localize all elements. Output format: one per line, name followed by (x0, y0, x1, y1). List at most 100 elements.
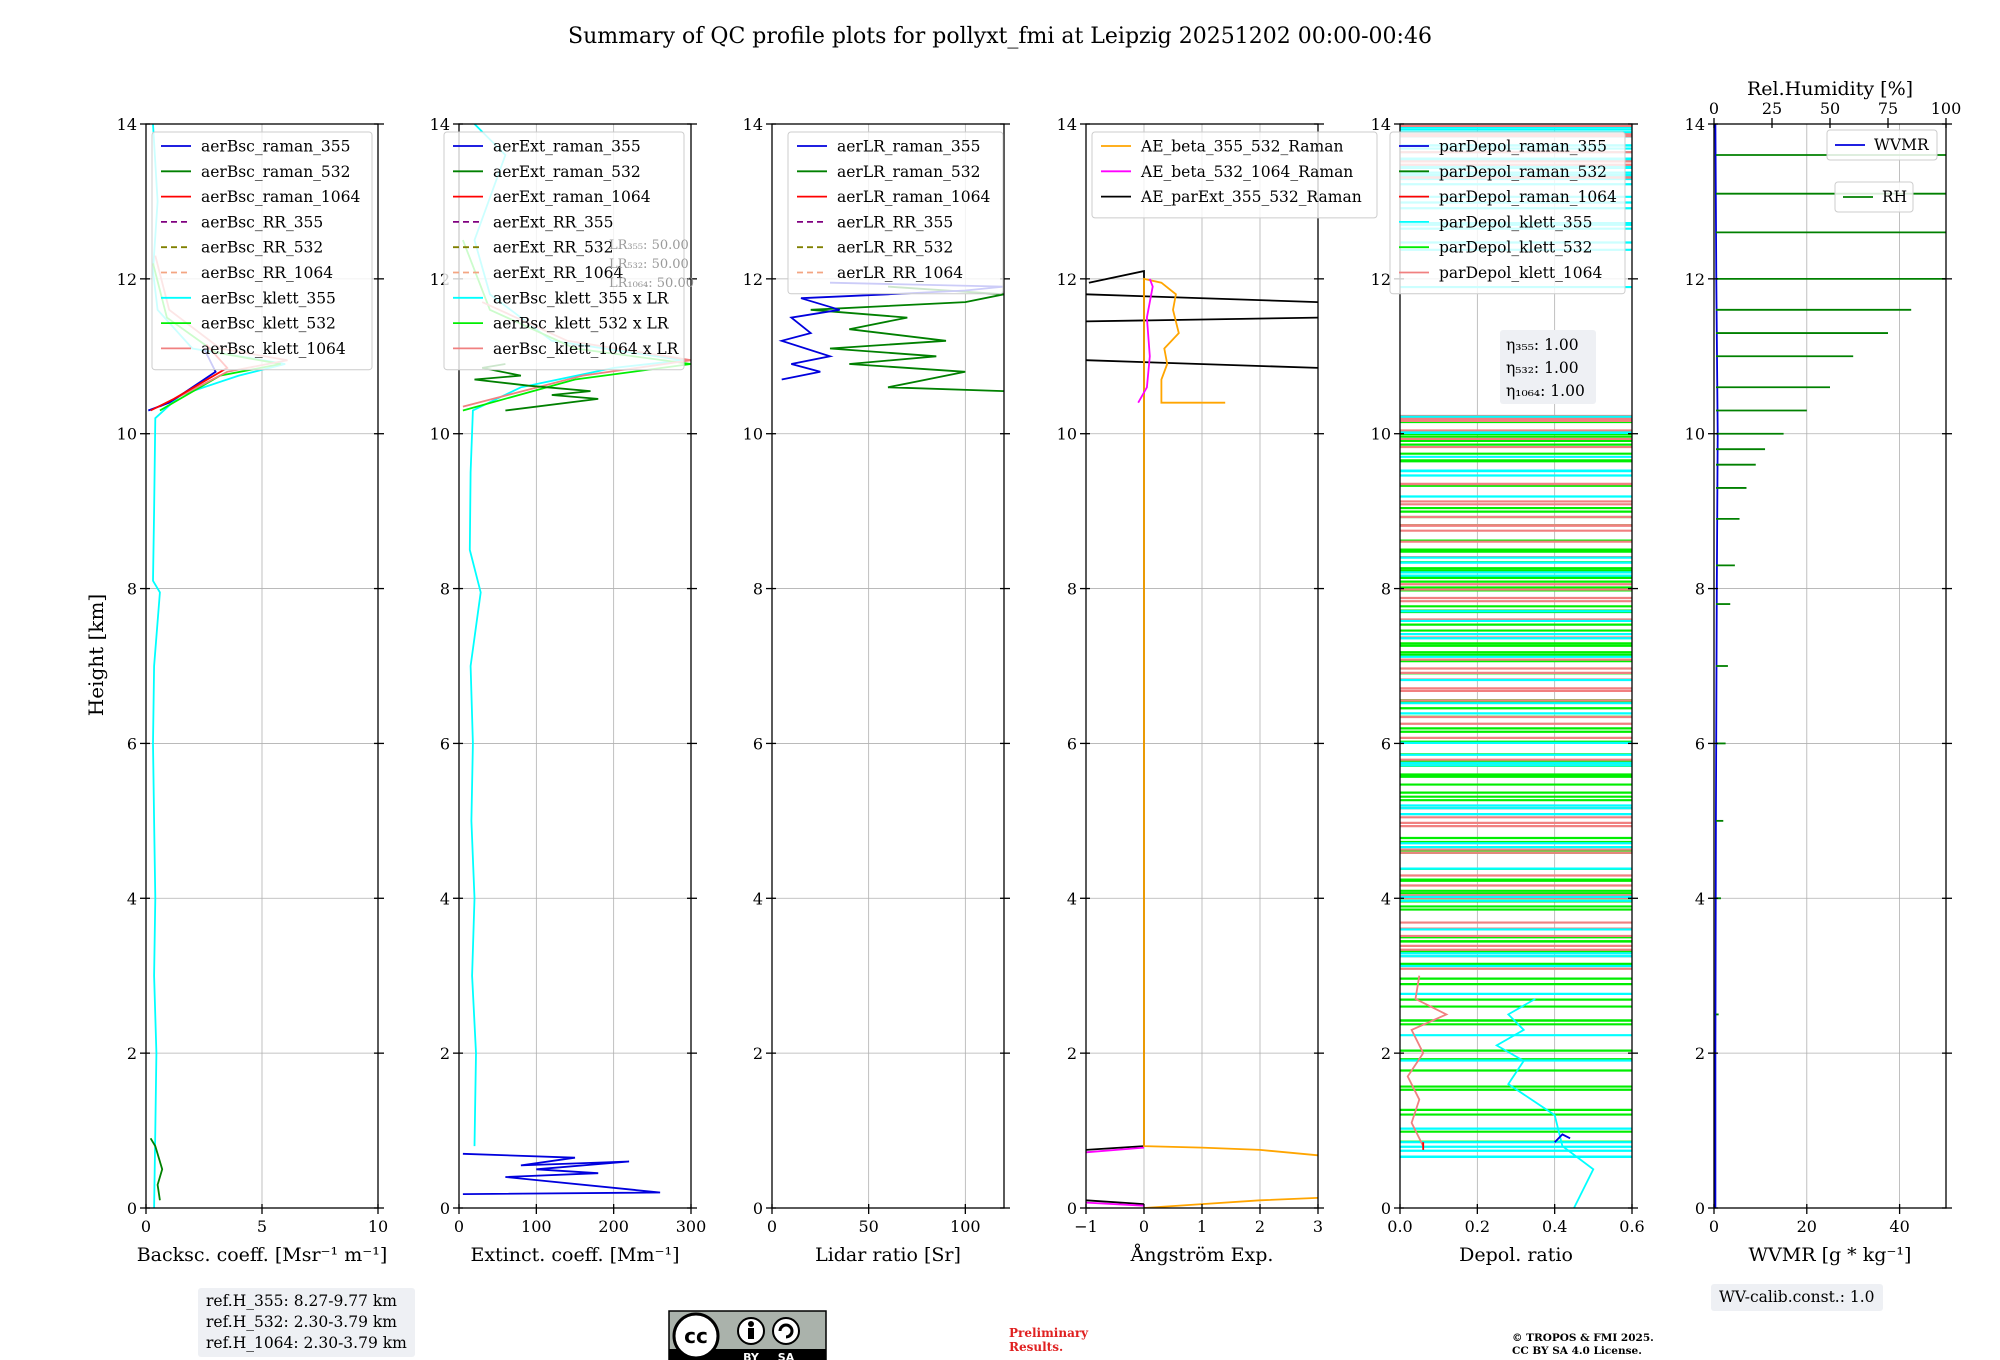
y-tick-label: 2 (440, 1044, 450, 1063)
legend-label: WVMR (1874, 136, 1930, 154)
legend-label-aerext-raman-355: aerExt_raman_355 (493, 138, 641, 156)
legend-label-aerext-rr-355: aerExt_RR_355 (493, 213, 614, 231)
top-x-tick-label: 50 (1820, 99, 1840, 118)
y-tick-label: 4 (127, 889, 137, 908)
y-tick-label: 8 (753, 580, 763, 599)
legend-label-aerext-rr-532: aerExt_RR_532 (493, 239, 614, 257)
legend-label-aerbsc-klett-532: aerBsc_klett_532 (201, 315, 336, 333)
top-x-tick-label: 25 (1762, 99, 1782, 118)
y-tick-label: 2 (1067, 1044, 1077, 1063)
y-tick-label: 0 (1695, 1199, 1705, 1218)
legend-label-aerlr-raman-532: aerLR_raman_532 (837, 163, 980, 181)
y-tick-label: 2 (1381, 1044, 1391, 1063)
y-tick-label: 10 (1371, 425, 1391, 444)
panel-bsc: 0 2 4 6 8 10 12 14 0 5 10 Backsc. coeff. [Msr⁻¹ m⁻¹… (117, 115, 389, 1266)
y-tick-label: 4 (1067, 889, 1077, 908)
y-tick-label: 14 (117, 115, 137, 134)
x-axis-label-ae: Ångström Exp. (1130, 1244, 1274, 1266)
x-tick-label: 100 (950, 1217, 981, 1236)
legend-ae: AE_beta_355_532_Raman AE_beta_532_1064_Ra… (1091, 131, 1378, 219)
x-tick-label: 10 (368, 1217, 388, 1236)
series-ae-beta-355-532-raman (1143, 1197, 1318, 1208)
x-tick-label: 100 (521, 1217, 552, 1236)
y-tick-label: 0 (127, 1199, 137, 1218)
legend-label-aerbsc-klett-532-x-lr: aerBsc_klett_532 x LR (493, 315, 670, 333)
x-axis-label-bsc: Backsc. coeff. [Msr⁻¹ m⁻¹] (137, 1244, 388, 1266)
x-tick-label: 0.6 (1619, 1217, 1644, 1236)
y-tick-label: 12 (117, 270, 137, 289)
grid-wv (1713, 123, 1946, 1209)
x-tick-label: 300 (676, 1217, 707, 1236)
figure-title: Summary of QC profile plots for pollyxt_… (568, 24, 1432, 49)
legend-label-aerlr-rr-532: aerLR_RR_532 (837, 239, 953, 257)
x-tick-label: 0 (767, 1217, 777, 1236)
y-tick-label: 14 (743, 115, 763, 134)
legend-box (1389, 131, 1626, 295)
legend-bsc: aerBsc_raman_355 aerBsc_raman_532 aerBsc_r… (151, 131, 373, 371)
lr-annotation: LR₅₃₂: 50.00 (609, 257, 689, 272)
legend-label-pardepol-klett-532: parDepol_klett_532 (1439, 239, 1592, 257)
x-tick-label: 40 (1889, 1217, 1909, 1236)
series-aerlr-raman-355 (778, 281, 1004, 381)
series-aerlr-raman-532 (810, 285, 1004, 392)
legend-label-aerbsc-raman-1064: aerBsc_raman_1064 (201, 188, 361, 206)
legend-box (1834, 181, 1914, 213)
y-tick-label: 6 (753, 734, 763, 753)
x-tick-label: 2 (1255, 1217, 1265, 1236)
series-ae-beta-532-1064-raman (1086, 1201, 1145, 1207)
axes-frame-wv (1713, 123, 1947, 1209)
legend-label-aerbsc-klett-1064-x-lr: aerBsc_klett_1064 x LR (493, 340, 680, 358)
legend-box (787, 131, 1004, 295)
axes-frame-depol (1399, 123, 1633, 1209)
x-tick-label: 0.0 (1387, 1217, 1412, 1236)
panel-depol: 0 2 4 6 8 10 12 14 0.0 0.2 0.4 0.6 Depol. ratio parDe… (1371, 115, 1645, 1266)
legend-label-ae-parext-355-532-raman: AE_parExt_355_532_Raman (1140, 188, 1362, 206)
reference-height-box: ref.H_355: 8.27-9.77 km ref.H_532: 2.30-… (198, 1288, 415, 1357)
series-ae-parext-355-532-raman (1086, 293, 1318, 303)
legend-box (1826, 129, 1938, 161)
y-tick-label: 10 (117, 425, 137, 444)
series-ae-parext-355-532-raman (1086, 1199, 1145, 1205)
series-aerbsc-raman-532 (149, 1137, 164, 1201)
y-tick-label: 8 (127, 580, 137, 599)
y-tick-label: 0 (1067, 1199, 1077, 1218)
y-tick-label: 14 (1685, 115, 1705, 134)
top-axis-label: Rel.Humidity [%] (1747, 78, 1913, 100)
legend-label: RH (1882, 188, 1907, 206)
x-tick-label: 20 (1797, 1217, 1817, 1236)
data-ae (1086, 269, 1318, 1208)
x-tick-label: 0 (1709, 1217, 1719, 1236)
legend-label-aerbsc-raman-532: aerBsc_raman_532 (201, 163, 351, 181)
legend-ext: aerExt_raman_355 aerExt_raman_532 aerExt_r… (443, 131, 685, 371)
y-tick-label: 14 (1371, 115, 1391, 134)
y-tick-label: 4 (440, 889, 450, 908)
legend-lr: aerLR_raman_355 aerLR_raman_532 aerLR_rama… (787, 131, 1004, 295)
y-tick-label: 6 (440, 734, 450, 753)
lr-annotation: LR₃₅₅: 50.00 (609, 238, 689, 253)
y-tick-label: 4 (753, 889, 763, 908)
x-tick-label: 0 (1139, 1217, 1149, 1236)
legend-label-aerext-raman-532: aerExt_raman_532 (493, 163, 641, 181)
x-tick-label: 50 (858, 1217, 878, 1236)
x-tick-label: 3 (1313, 1217, 1323, 1236)
series-ae-beta-532-1064-raman (1086, 1146, 1145, 1154)
x-tick-label: 200 (598, 1217, 629, 1236)
y-tick-label: 6 (1381, 734, 1391, 753)
x-tick-label: 1 (1197, 1217, 1207, 1236)
x-tick-label: −1 (1074, 1217, 1098, 1236)
x-tick-label: 0.4 (1542, 1217, 1567, 1236)
y-tick-label: 10 (1685, 425, 1705, 444)
top-x-tick-label: 75 (1878, 99, 1898, 118)
series-ae-parext-355-532-raman (1086, 1145, 1145, 1151)
series-ae-parext-355-532-raman (1088, 269, 1145, 1147)
y-tick-label: 2 (1695, 1044, 1705, 1063)
legend-label-aerlr-rr-1064: aerLR_RR_1064 (837, 264, 963, 282)
x-axis-label-ext: Extinct. coeff. [Mm⁻¹] (470, 1244, 679, 1266)
axes-frame-ext (458, 123, 692, 1209)
legend-label-pardepol-raman-1064: parDepol_raman_1064 (1439, 188, 1617, 206)
x-tick-label: 0 (454, 1217, 464, 1236)
legend-label-aerbsc-rr-532: aerBsc_RR_532 (201, 239, 323, 257)
y-tick-label: 6 (127, 734, 137, 753)
legend-label-pardepol-klett-1064: parDepol_klett_1064 (1439, 264, 1602, 282)
